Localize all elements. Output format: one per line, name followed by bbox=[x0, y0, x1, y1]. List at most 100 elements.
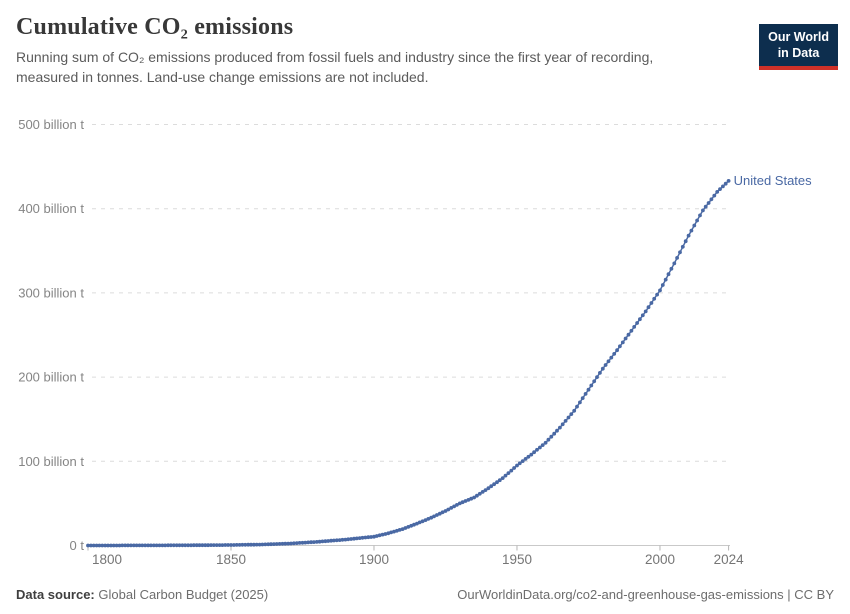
data-point bbox=[612, 352, 617, 356]
data-point bbox=[183, 543, 188, 548]
data-point bbox=[226, 543, 231, 547]
data-point bbox=[129, 543, 133, 548]
data-point bbox=[86, 543, 90, 548]
x-axis-tick-label: 2024 bbox=[714, 552, 745, 567]
data-point bbox=[600, 366, 605, 371]
data-point bbox=[191, 543, 196, 548]
data-point bbox=[475, 493, 479, 498]
data-point bbox=[515, 463, 519, 468]
data-point bbox=[512, 466, 516, 470]
y-axis-tick-label: 100 billion t bbox=[18, 454, 84, 469]
data-point bbox=[197, 543, 202, 548]
data-point bbox=[618, 344, 622, 349]
data-point bbox=[646, 305, 651, 310]
data-point bbox=[274, 542, 279, 546]
data-point bbox=[166, 543, 171, 548]
data-point bbox=[586, 387, 591, 392]
data-point bbox=[675, 256, 679, 260]
data-point bbox=[543, 440, 548, 445]
data-point bbox=[103, 543, 108, 548]
data-point bbox=[629, 328, 634, 333]
data-point bbox=[592, 379, 597, 384]
data-point bbox=[526, 454, 531, 459]
data-point bbox=[220, 543, 225, 547]
data-point bbox=[203, 543, 208, 548]
data-point bbox=[100, 543, 105, 548]
data-point bbox=[549, 434, 554, 439]
data-point bbox=[555, 428, 559, 433]
data-point bbox=[306, 540, 311, 545]
data-point bbox=[489, 484, 494, 489]
data-point bbox=[615, 348, 619, 353]
data-point bbox=[91, 543, 96, 548]
data-point bbox=[572, 408, 577, 413]
data-point bbox=[211, 543, 216, 547]
data-point bbox=[517, 461, 522, 466]
data-point bbox=[635, 321, 639, 325]
data-point bbox=[440, 510, 445, 515]
data-point bbox=[169, 543, 173, 548]
data-point bbox=[389, 530, 393, 535]
y-axis-tick-label: 500 billion t bbox=[18, 117, 84, 132]
data-point bbox=[229, 543, 233, 547]
y-axis-tick-label: 200 billion t bbox=[18, 370, 84, 385]
data-point bbox=[652, 296, 657, 301]
data-point bbox=[134, 543, 139, 548]
data-point bbox=[643, 309, 648, 314]
data-point bbox=[260, 542, 265, 547]
data-point bbox=[294, 541, 299, 545]
data-point bbox=[329, 538, 333, 543]
data-point bbox=[503, 473, 508, 478]
data-point bbox=[706, 201, 711, 205]
chart-subtitle: Running sum of CO₂ emissions produced fr… bbox=[16, 49, 654, 85]
data-point bbox=[672, 261, 677, 266]
data-point bbox=[417, 520, 422, 525]
data-point bbox=[455, 503, 459, 507]
data-point bbox=[655, 292, 659, 297]
data-point bbox=[332, 538, 336, 543]
data-point bbox=[598, 371, 602, 375]
data-point bbox=[143, 543, 148, 548]
data-point bbox=[678, 250, 682, 255]
data-point bbox=[449, 506, 454, 510]
data-point bbox=[154, 543, 159, 548]
data-point bbox=[180, 543, 185, 548]
citation-note: OurWorldinData.org/co2-and-greenhouse-ga… bbox=[457, 587, 834, 602]
data-point bbox=[286, 541, 291, 546]
data-point bbox=[638, 317, 642, 322]
data-point bbox=[669, 266, 674, 271]
data-point bbox=[146, 543, 151, 548]
data-point bbox=[292, 541, 296, 546]
data-point bbox=[289, 541, 293, 546]
data-point bbox=[317, 539, 322, 544]
data-point bbox=[649, 301, 654, 305]
data-point bbox=[640, 313, 645, 318]
data-point bbox=[420, 519, 425, 524]
y-axis-tick-label: 400 billion t bbox=[18, 201, 84, 216]
data-point bbox=[163, 543, 168, 548]
data-point bbox=[334, 538, 339, 543]
data-point bbox=[497, 478, 502, 483]
y-axis-tick-label: 300 billion t bbox=[18, 285, 84, 300]
data-point bbox=[246, 542, 251, 547]
data-source-value: Global Carbon Budget (2025) bbox=[98, 587, 269, 602]
data-point bbox=[620, 340, 625, 345]
data-point bbox=[500, 476, 505, 480]
data-point bbox=[563, 419, 568, 423]
data-point bbox=[343, 537, 348, 542]
data-point bbox=[589, 383, 594, 388]
emissions-line bbox=[88, 180, 730, 547]
data-point bbox=[723, 181, 728, 186]
data-point bbox=[89, 543, 93, 548]
data-point bbox=[237, 543, 242, 547]
data-point bbox=[578, 400, 582, 405]
data-point bbox=[623, 336, 628, 341]
data-point bbox=[323, 539, 328, 544]
data-source-label: Data source: bbox=[16, 587, 95, 602]
data-point bbox=[240, 542, 245, 547]
data-point bbox=[374, 534, 379, 538]
data-point bbox=[480, 490, 485, 494]
data-point bbox=[432, 514, 436, 519]
data-point bbox=[111, 543, 116, 548]
x-axis-tick-label: 2000 bbox=[645, 552, 675, 567]
